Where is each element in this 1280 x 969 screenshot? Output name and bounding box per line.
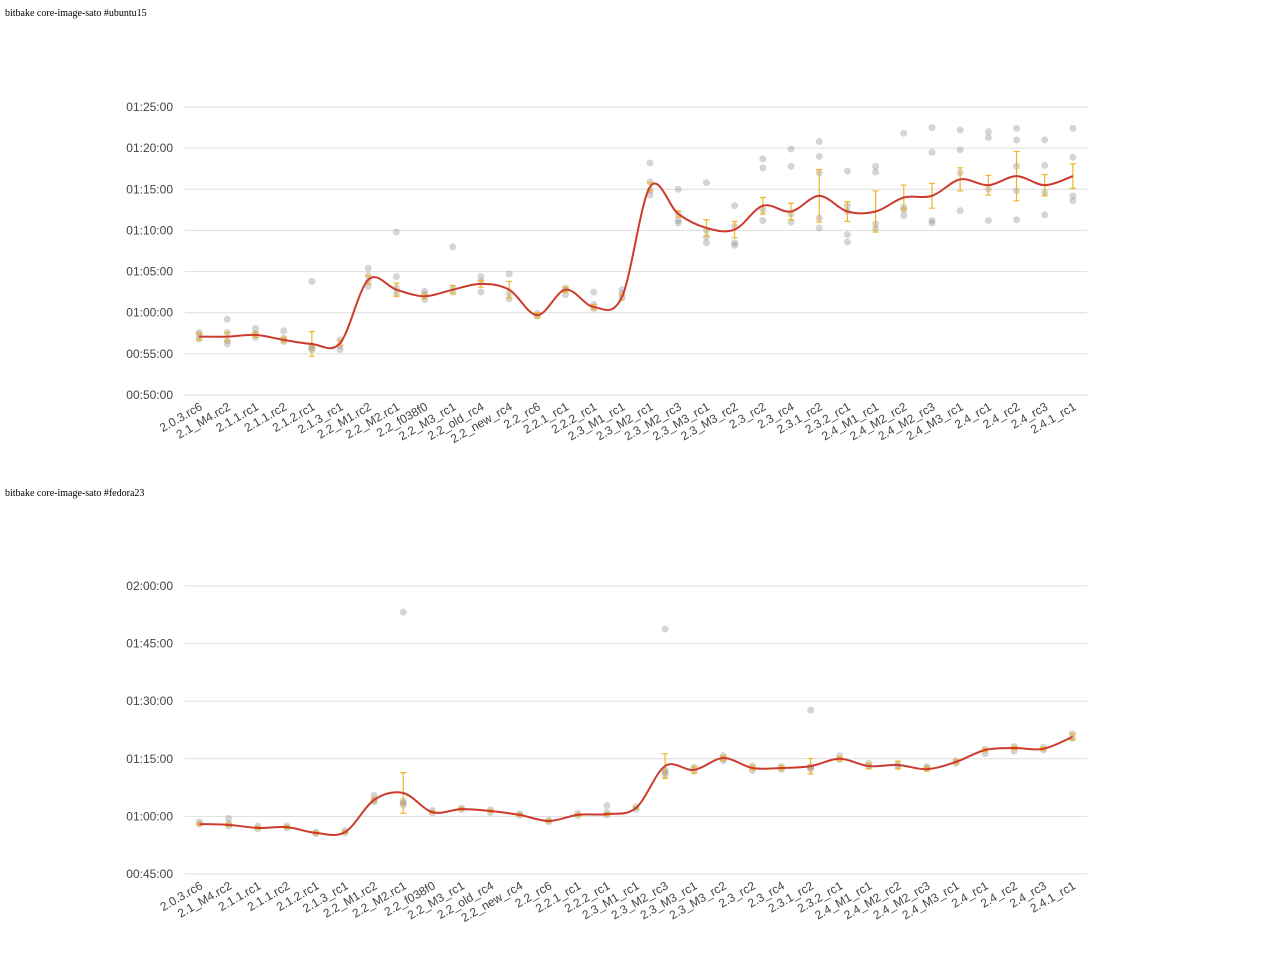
y-tick-label: 01:45:00 — [126, 637, 173, 651]
sample-point — [759, 155, 767, 163]
sample-point — [674, 219, 682, 227]
sample-point — [392, 228, 400, 236]
sample-point — [392, 273, 400, 281]
y-tick-label: 02:00:00 — [126, 579, 173, 593]
sample-point — [562, 291, 570, 299]
sample-point — [787, 218, 795, 226]
sample-point — [364, 264, 372, 272]
sample-point — [900, 212, 908, 220]
sample-point — [759, 164, 767, 172]
sample-point — [223, 340, 231, 348]
sample-point — [928, 124, 936, 132]
y-tick-label: 01:05:00 — [126, 265, 173, 279]
sample-point — [421, 296, 429, 304]
y-tick-label: 01:15:00 — [126, 752, 173, 766]
mean-line — [199, 735, 1073, 837]
sample-point — [843, 167, 851, 175]
sample-point — [477, 273, 485, 281]
sample-point — [336, 346, 344, 354]
sample-point — [505, 295, 513, 303]
y-tick-label: 01:00:00 — [126, 809, 173, 823]
chart-title: bitbake core-image-sato #fedora23 — [5, 488, 144, 499]
sample-point — [1013, 124, 1021, 132]
sample-point — [449, 243, 457, 251]
sample-point — [308, 277, 316, 285]
sample-point — [195, 328, 203, 336]
sample-point — [984, 217, 992, 225]
sample-point — [505, 270, 513, 278]
sample-point — [815, 152, 823, 160]
y-tick-label: 01:20:00 — [126, 141, 173, 155]
error-bar — [1069, 163, 1076, 190]
sample-point — [225, 814, 233, 822]
sample-point — [1013, 136, 1021, 144]
sample-point — [702, 233, 710, 241]
sample-point — [702, 179, 710, 187]
y-tick-label: 01:00:00 — [126, 306, 173, 320]
y-tick-label: 01:15:00 — [126, 182, 173, 196]
sample-point — [843, 238, 851, 246]
sample-point — [223, 315, 231, 323]
sample-point — [421, 287, 429, 295]
sample-point — [399, 608, 407, 616]
sample-point — [787, 145, 795, 153]
sample-point — [1069, 153, 1077, 161]
sample-point — [843, 231, 851, 239]
y-tick-label: 01:30:00 — [126, 694, 173, 708]
sample-point — [603, 802, 611, 810]
sample-point — [1069, 124, 1077, 132]
sample-point — [251, 324, 259, 332]
sample-point — [1041, 136, 1049, 144]
sample-point — [674, 185, 682, 193]
sample-point — [872, 168, 880, 176]
sample-point — [956, 207, 964, 215]
sample-point — [646, 159, 654, 167]
sample-point — [477, 288, 485, 296]
sample-point — [1041, 161, 1049, 169]
sample-point — [928, 219, 936, 227]
sample-point — [674, 217, 682, 225]
sample-point — [1069, 192, 1077, 200]
sample-point — [731, 239, 739, 247]
sample-point — [364, 282, 372, 290]
sample-point — [1013, 216, 1021, 224]
sample-point — [956, 126, 964, 134]
sample-point — [1069, 197, 1077, 205]
sample-point — [815, 224, 823, 232]
sample-point — [661, 625, 669, 633]
y-tick-label: 00:50:00 — [126, 388, 173, 402]
sample-point — [280, 327, 288, 335]
sample-point — [928, 217, 936, 225]
sample-point — [928, 148, 936, 156]
sample-point — [370, 791, 378, 799]
sample-point — [731, 241, 739, 249]
sample-point — [759, 217, 767, 225]
sample-point — [646, 191, 654, 199]
mean-line — [199, 175, 1074, 350]
sample-point — [956, 146, 964, 154]
y-tick-label: 01:25:00 — [126, 100, 173, 114]
sample-point — [590, 288, 598, 296]
y-tick-label: 00:45:00 — [126, 867, 173, 881]
y-tick-label: 01:10:00 — [126, 223, 173, 237]
chart-title: bitbake core-image-sato #ubuntu15 — [5, 8, 147, 19]
sample-point — [731, 202, 739, 210]
sample-point — [1041, 211, 1049, 219]
sample-point — [702, 239, 710, 247]
sample-point — [807, 706, 815, 714]
sample-point — [984, 133, 992, 141]
sample-point — [787, 162, 795, 170]
y-tick-label: 00:55:00 — [126, 347, 173, 361]
sample-point — [872, 162, 880, 170]
sample-point — [815, 138, 823, 146]
sample-point — [900, 129, 908, 137]
sample-point — [984, 128, 992, 136]
